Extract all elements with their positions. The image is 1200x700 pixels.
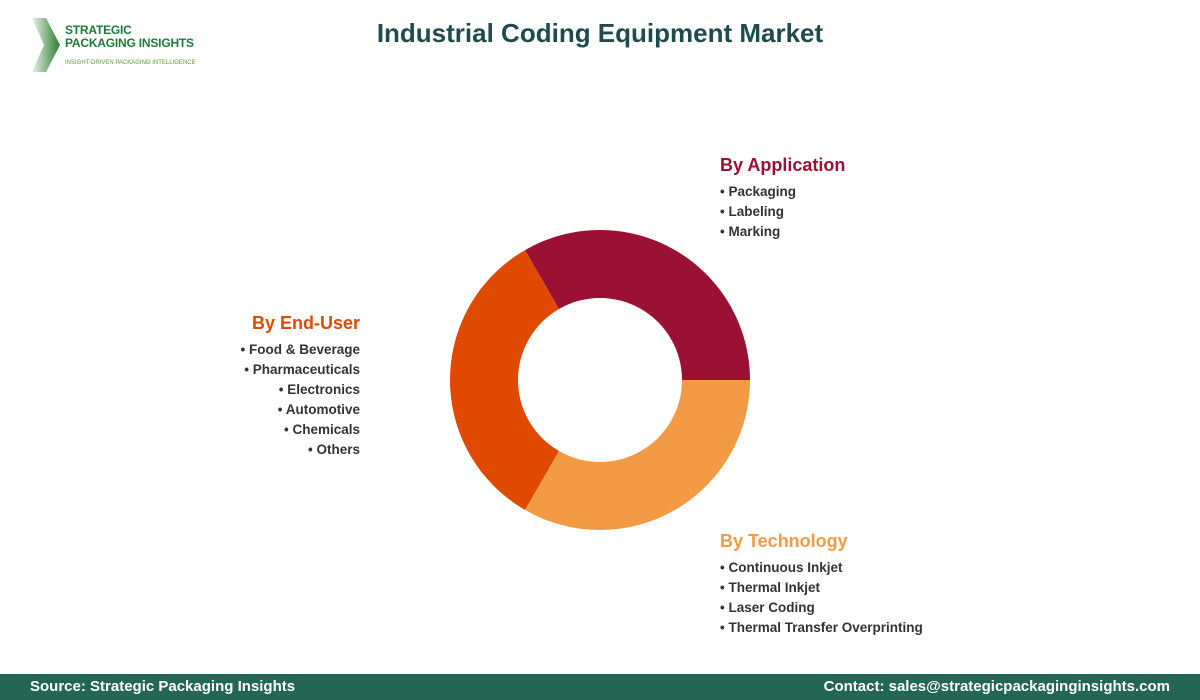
technology-title: By Technology [720, 531, 848, 551]
list-item: Pharmaceuticals [240, 360, 360, 380]
page-title: Industrial Coding Equipment Market [376, 18, 824, 48]
list-item: Labeling [720, 202, 796, 222]
segment-end-user [450, 250, 559, 510]
end-user-title: By End-User [251, 313, 360, 333]
contact-text: Contact: sales@strategicpackaginginsight… [823, 678, 1170, 695]
source-text: Source: Strategic Packaging Insights [30, 678, 296, 695]
list-item: Food & Beverage [240, 340, 360, 360]
logo-chevron-icon [32, 18, 60, 72]
segment-technology [525, 380, 750, 530]
list-item: Others [240, 440, 360, 460]
end-user-list: Food & Beverage Pharmaceuticals Electron… [240, 340, 360, 460]
logo: STRATEGIC PACKAGING INSIGHTS INSIGHT-DRIV… [32, 18, 212, 72]
list-item: Electronics [240, 380, 360, 400]
list-item: Continuous Inkjet [720, 558, 923, 578]
list-item: Laser Coding [720, 598, 923, 618]
application-title: By Application [720, 155, 846, 175]
list-item: Automotive [240, 400, 360, 420]
list-item: Chemicals [240, 420, 360, 440]
list-item: Thermal Transfer Overprinting [720, 618, 922, 638]
list-item: Marking [720, 222, 796, 242]
logo-tagline: INSIGHT-DRIVEN PACKAGING INTELLIGENCE [65, 60, 196, 66]
application-list: Packaging Labeling Marking [720, 182, 796, 242]
segment-application [525, 230, 750, 380]
logo-text: STRATEGIC PACKAGING INSIGHTS [65, 23, 194, 50]
footer: Source: Strategic Packaging Insights Con… [0, 674, 1200, 700]
technology-list: Continuous Inkjet Thermal Inkjet Laser C… [720, 558, 923, 638]
list-item: Packaging [720, 182, 796, 202]
list-item: Thermal Inkjet [720, 578, 923, 598]
